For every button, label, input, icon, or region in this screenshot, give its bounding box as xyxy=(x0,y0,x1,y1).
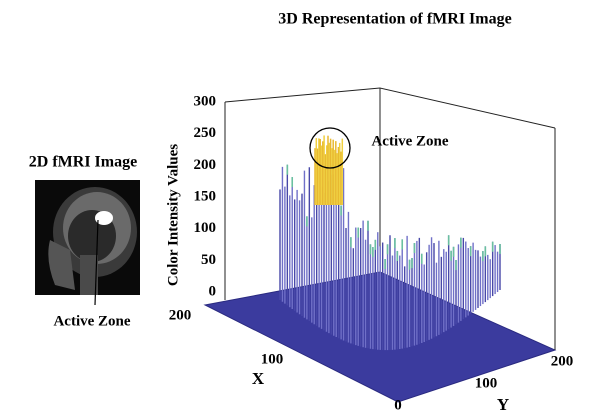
z-tick-label: 100 xyxy=(194,220,217,236)
y-tick-label: 200 xyxy=(551,353,574,369)
active-zone-circle xyxy=(309,127,351,169)
inset-title: 2D fMRI Image xyxy=(29,154,137,171)
inset-annotation: Active Zone xyxy=(53,313,130,329)
z-tick-label: 300 xyxy=(194,93,217,109)
z-axis-label: Color Intensity Values xyxy=(165,144,181,286)
inset-image xyxy=(35,180,140,295)
z-tick-label: 50 xyxy=(201,252,216,268)
y-axis-label: Y xyxy=(497,395,509,414)
x-tick-label: 200 xyxy=(169,307,192,323)
inset-pointer xyxy=(94,219,99,306)
y-tick-label: 100 xyxy=(475,375,498,391)
surface xyxy=(279,135,501,351)
plot-annotation: Active Zone xyxy=(371,133,448,149)
z-tick-label: 150 xyxy=(194,188,217,204)
x-tick-label: 100 xyxy=(261,351,284,367)
x-axis-label: X xyxy=(252,369,265,388)
figure-title: 3D Representation of fMRI Image xyxy=(278,11,511,28)
z-tick-label: 200 xyxy=(194,157,217,173)
y-tick-label: 0 xyxy=(394,397,402,413)
z-tick-label: 250 xyxy=(194,125,217,141)
z-tick-label: 0 xyxy=(209,283,217,299)
